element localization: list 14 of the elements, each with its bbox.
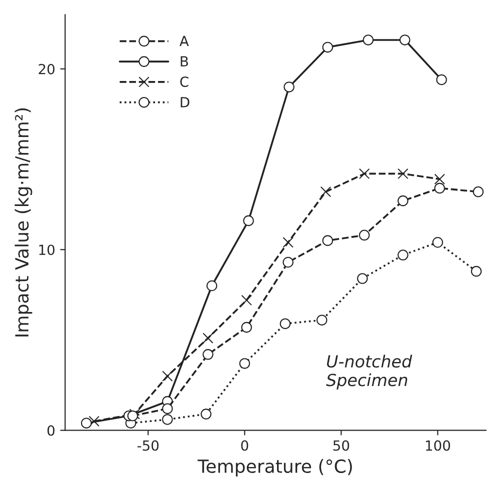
x-axis-title: Temperature (°C) [198,459,352,477]
legend-label: B [180,56,188,66]
x-tick-label: 50 [333,440,350,451]
y-axis-title: Impact Value (kg·m/mm²) [14,108,32,336]
legend-label: A [180,36,189,46]
x-tick-label: 0 [241,440,248,451]
x-tick-label: 100 [426,440,450,451]
y-tick-label: 10 [39,244,54,256]
y-tick-label: 0 [47,425,54,436]
annotation: U-notched Specimen [326,354,412,390]
legend-label: D [180,97,190,108]
y-tick-label: 20 [38,64,54,74]
x-tick-label: -50 [137,440,159,451]
legend-label: C [180,76,188,88]
